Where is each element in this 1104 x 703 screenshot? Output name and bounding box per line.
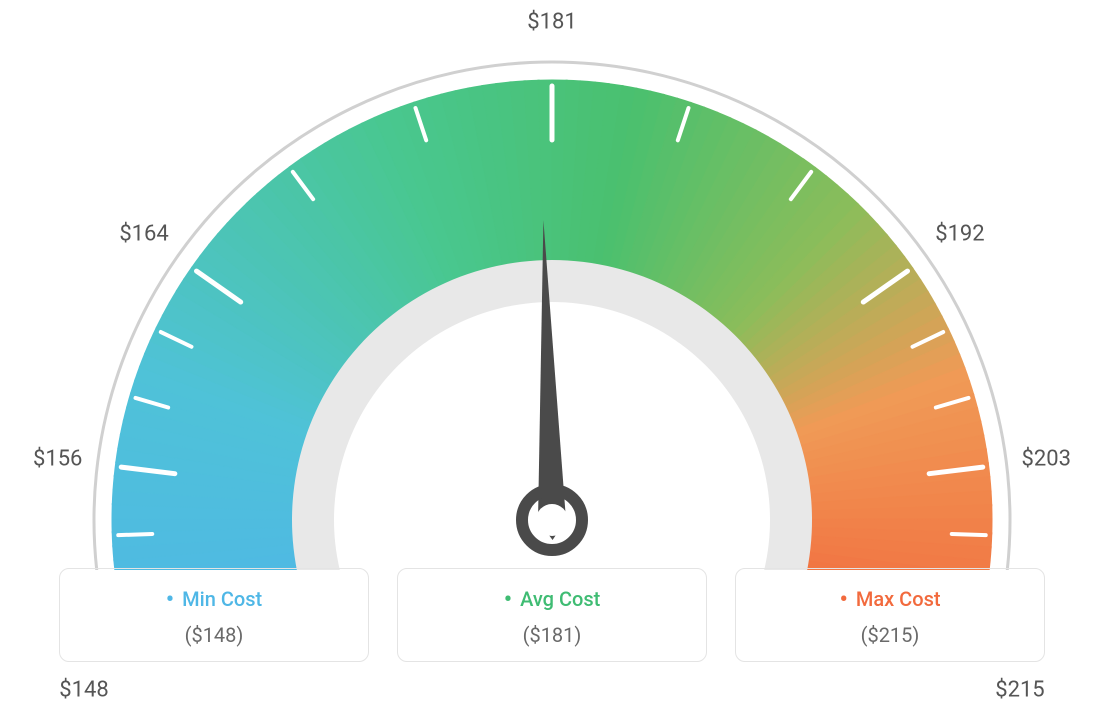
- legend-min-value: ($148): [60, 623, 368, 647]
- legend-avg-value: ($181): [398, 623, 706, 647]
- gauge-tick-label: $164: [119, 222, 168, 247]
- gauge-tick-label: $148: [59, 678, 108, 703]
- legend-card-max: Max Cost ($215): [735, 568, 1045, 662]
- gauge-tick-label: $156: [33, 447, 82, 472]
- gauge-tick-label: $181: [527, 10, 576, 35]
- gauge-container: $148$156$164$181$192$203$215: [0, 0, 1104, 570]
- legend-card-avg: Avg Cost ($181): [397, 568, 707, 662]
- gauge-tick-label: $192: [935, 222, 984, 247]
- gauge-tick-label: $203: [1022, 447, 1071, 472]
- legend-avg-label: Avg Cost: [398, 585, 706, 613]
- legend-row: Min Cost ($148) Avg Cost ($181) Max Cost…: [0, 568, 1104, 662]
- legend-max-label: Max Cost: [736, 585, 1044, 613]
- gauge-chart: [0, 0, 1104, 570]
- gauge-tick-label: $215: [995, 678, 1044, 703]
- legend-card-min: Min Cost ($148): [59, 568, 369, 662]
- legend-max-value: ($215): [736, 623, 1044, 647]
- legend-min-label: Min Cost: [60, 585, 368, 613]
